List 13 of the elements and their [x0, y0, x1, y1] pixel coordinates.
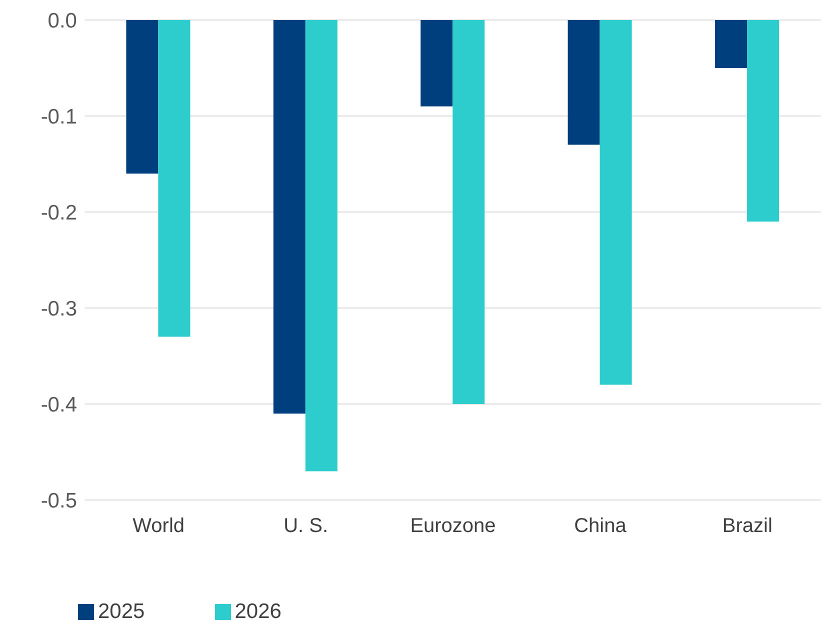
y-tick-label: -0.3: [40, 297, 77, 320]
x-tick-label: Brazil: [722, 515, 772, 538]
y-tick-label: -0.1: [40, 105, 77, 128]
y-tick-label: 0.0: [48, 9, 77, 32]
x-tick-label: Eurozone: [410, 515, 496, 538]
x-tick-label: China: [574, 515, 628, 538]
y-tick-label: -0.4: [40, 393, 78, 416]
y-tick-label: -0.5: [40, 489, 77, 512]
x-tick-label: World: [132, 515, 185, 538]
x-tick-label: U. S.: [284, 515, 328, 538]
legend-label: 2026: [234, 600, 282, 623]
legend-label: 2025: [98, 600, 145, 623]
y-tick-label: -0.2: [40, 201, 77, 224]
